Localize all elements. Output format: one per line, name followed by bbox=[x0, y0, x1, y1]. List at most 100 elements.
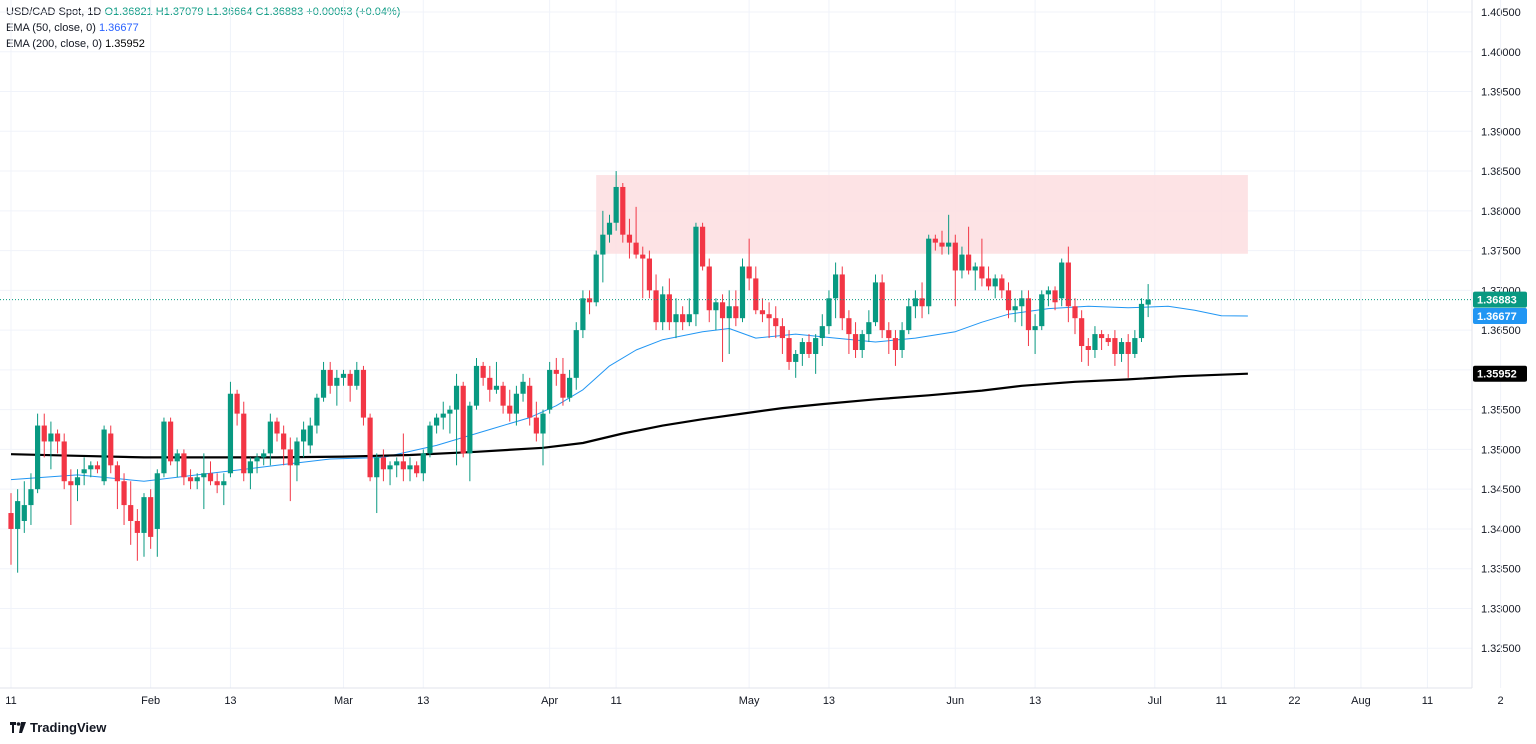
candle-bear[interactable] bbox=[241, 413, 247, 474]
candle-bull[interactable] bbox=[427, 425, 433, 454]
candle-bull[interactable] bbox=[540, 413, 546, 434]
candle-bull[interactable] bbox=[992, 278, 998, 287]
candle-bear[interactable] bbox=[786, 338, 792, 362]
candle-bull[interactable] bbox=[1118, 342, 1125, 354]
candle-bear[interactable] bbox=[759, 310, 766, 315]
candle-bull[interactable] bbox=[407, 465, 413, 470]
candle-bear[interactable] bbox=[979, 266, 985, 279]
candle-bear[interactable] bbox=[1125, 342, 1131, 354]
candle-bull[interactable] bbox=[154, 473, 160, 529]
candle-bull[interactable] bbox=[227, 393, 234, 474]
candle-bear[interactable] bbox=[274, 421, 280, 434]
candle-bull[interactable] bbox=[1138, 303, 1145, 339]
candle-bear[interactable] bbox=[806, 342, 812, 354]
candle-bull[interactable] bbox=[434, 417, 440, 426]
candle-bull[interactable] bbox=[606, 222, 613, 235]
candle-bull[interactable] bbox=[613, 186, 619, 223]
candle-bull[interactable] bbox=[374, 457, 380, 478]
candle-bull[interactable] bbox=[793, 353, 799, 362]
candle-bear[interactable] bbox=[646, 258, 652, 291]
candle-bear[interactable] bbox=[633, 242, 639, 255]
candle-bear[interactable] bbox=[939, 242, 945, 247]
candle-bear[interactable] bbox=[666, 294, 672, 323]
candle-bull[interactable] bbox=[21, 505, 27, 521]
candle-bull[interactable] bbox=[301, 429, 307, 442]
candle-bull[interactable] bbox=[447, 409, 453, 414]
candle-bull[interactable] bbox=[247, 461, 253, 474]
candle-bull[interactable] bbox=[573, 330, 579, 378]
candle-bear[interactable] bbox=[500, 385, 506, 406]
candle-bear[interactable] bbox=[999, 278, 1005, 291]
candle-bull[interactable] bbox=[833, 274, 839, 299]
candle-bull[interactable] bbox=[307, 425, 313, 446]
candle-bear[interactable] bbox=[487, 377, 493, 390]
candle-bear[interactable] bbox=[919, 298, 925, 307]
candle-bear[interactable] bbox=[700, 226, 706, 267]
candle-bear[interactable] bbox=[400, 461, 406, 470]
candle-bull[interactable] bbox=[88, 465, 94, 470]
candle-bear[interactable] bbox=[121, 481, 127, 506]
candle-bear[interactable] bbox=[1099, 334, 1105, 339]
candle-bull[interactable] bbox=[926, 238, 932, 307]
candle-bull[interactable] bbox=[467, 405, 473, 454]
candle-bull[interactable] bbox=[959, 254, 965, 271]
candle-bear[interactable] bbox=[779, 326, 785, 339]
candle-bear[interactable] bbox=[54, 433, 61, 442]
candle-bear[interactable] bbox=[207, 473, 214, 482]
candle-bull[interactable] bbox=[420, 453, 426, 474]
candle-bear[interactable] bbox=[966, 254, 972, 271]
candle-bear[interactable] bbox=[108, 433, 114, 466]
candle-bear[interactable] bbox=[287, 449, 293, 466]
candle-bear[interactable] bbox=[281, 433, 287, 450]
candle-bear[interactable] bbox=[733, 306, 739, 319]
candle-bear[interactable] bbox=[68, 481, 74, 486]
candle-bull[interactable] bbox=[1045, 290, 1051, 295]
candle-bear[interactable] bbox=[148, 497, 154, 537]
candle-bear[interactable] bbox=[1025, 298, 1032, 331]
candle-bull[interactable] bbox=[739, 266, 746, 319]
candle-bear[interactable] bbox=[214, 481, 220, 486]
candle-bear[interactable] bbox=[8, 513, 14, 529]
legend-ema200-row[interactable]: EMA (200, close, 0) 1.35952 bbox=[6, 36, 400, 52]
candle-bear[interactable] bbox=[347, 373, 353, 386]
candle-bull[interactable] bbox=[394, 461, 400, 466]
candle-bear[interactable] bbox=[1105, 338, 1111, 343]
candle-bull[interactable] bbox=[1019, 298, 1025, 307]
candle-bull[interactable] bbox=[440, 413, 446, 418]
candle-bull[interactable] bbox=[194, 477, 200, 482]
candle-bear[interactable] bbox=[61, 441, 67, 482]
candle-bull[interactable] bbox=[899, 330, 905, 350]
candle-bull[interactable] bbox=[866, 322, 872, 335]
ema200-line[interactable] bbox=[10, 372, 1248, 459]
candle-bear[interactable] bbox=[114, 465, 120, 482]
legend-ema50-row[interactable]: EMA (50, close, 0) 1.36677 bbox=[6, 20, 400, 36]
candle-bull[interactable] bbox=[261, 453, 267, 458]
candle-bear[interactable] bbox=[1072, 306, 1078, 319]
candle-bear[interactable] bbox=[852, 334, 859, 350]
candle-bear[interactable] bbox=[360, 369, 367, 418]
candle-bull[interactable] bbox=[28, 489, 34, 506]
candle-bear[interactable] bbox=[181, 453, 187, 478]
candle-bull[interactable] bbox=[294, 441, 300, 466]
candle-bull[interactable] bbox=[1145, 299, 1151, 305]
candle-bear[interactable] bbox=[620, 186, 626, 235]
candle-bull[interactable] bbox=[48, 433, 54, 442]
candle-bear[interactable] bbox=[886, 330, 892, 339]
candle-bear[interactable] bbox=[892, 338, 899, 350]
candle-bear[interactable] bbox=[128, 505, 134, 521]
candle-bear[interactable] bbox=[952, 242, 958, 271]
candle-bear[interactable] bbox=[380, 457, 386, 470]
candle-bear[interactable] bbox=[846, 318, 852, 335]
candle-bull[interactable] bbox=[686, 314, 692, 323]
candle-bull[interactable] bbox=[972, 266, 978, 271]
candle-bear[interactable] bbox=[766, 314, 772, 319]
candle-bear[interactable] bbox=[168, 421, 174, 462]
candle-bear[interactable] bbox=[327, 369, 333, 386]
candle-bear[interactable] bbox=[1005, 290, 1012, 311]
candle-bear[interactable] bbox=[653, 290, 659, 323]
candle-bear[interactable] bbox=[1079, 318, 1085, 347]
candle-bear[interactable] bbox=[1052, 290, 1058, 303]
ema50-line[interactable] bbox=[10, 305, 1248, 482]
candle-bear[interactable] bbox=[560, 373, 566, 398]
candle-bull[interactable] bbox=[819, 326, 825, 339]
